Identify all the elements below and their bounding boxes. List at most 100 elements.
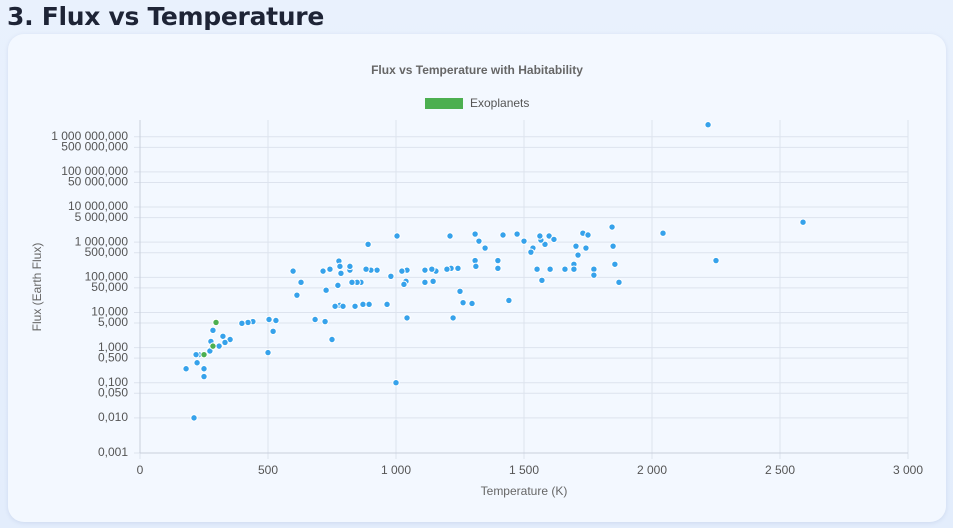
data-point [712,256,720,265]
data-point [387,272,395,280]
data-point [505,296,513,305]
data-point [799,218,807,226]
data-point [456,287,464,295]
y-tick-label: 0,010 [98,410,128,424]
data-point [322,286,330,294]
y-tick-label: 0,001 [98,445,128,459]
data-point [339,302,347,310]
y-tick-label: 10,000 [91,305,128,319]
data-point [609,242,617,250]
data-point [608,223,616,231]
data-point [319,267,327,275]
data-point [365,300,373,309]
x-tick-label: 2 000 [637,463,667,477]
x-tick-label: 1 000 [381,463,411,477]
y-tick-label: 5,000 [98,315,128,329]
data-point [403,314,411,322]
data-point [336,262,344,271]
x-tick-label: 500 [258,463,278,477]
data-point [200,350,208,359]
data-point [481,244,489,252]
data-point [200,365,208,373]
y-tick-label: 0,050 [98,385,128,399]
data-point [527,248,535,256]
data-point [221,338,229,347]
data-point [400,280,408,289]
data-point [321,317,329,326]
data-point [351,302,359,310]
data-point [193,359,201,367]
data-point [393,232,401,240]
data-point [293,291,301,299]
x-axis-label: Temperature (K) [481,484,568,498]
x-tick-label: 3 000 [893,463,923,477]
data-point [459,298,467,307]
data-point [421,278,429,287]
y-tick-label: 0,500 [98,350,128,364]
data-point [494,256,502,265]
data-point [383,300,391,309]
data-point [297,278,305,287]
data-point [337,269,345,278]
legend-label: Exoplanets [470,96,529,110]
data-point [538,276,546,285]
data-point [590,265,598,273]
data-point [200,372,208,381]
data-point [265,315,273,324]
y-axis-label: Flux (Earth Flux) [30,243,44,332]
data-point [520,237,528,245]
data-point [392,379,400,387]
x-tick-label: 2 500 [765,463,795,477]
chart-title: Flux vs Temperature with Habitability [371,63,583,77]
data-point [513,230,521,238]
data-point [545,232,553,240]
data-point [398,267,406,275]
data-point [550,235,558,244]
y-tick-label: 500,000 [85,245,129,259]
y-tick-label: 500 000,000 [61,140,128,154]
data-point [348,278,356,287]
data-point [561,265,569,273]
data-point [471,230,479,238]
y-tick-label: 50,000 [91,280,128,294]
y-tick-label: 100,000 [85,269,129,283]
data-point [590,271,598,279]
data-point [362,265,370,273]
data-point [182,365,190,373]
data-point [421,266,429,274]
data-point [346,262,354,271]
data-point [373,266,381,274]
data-point [428,265,436,273]
data-point [572,242,580,250]
data-point [659,229,667,237]
x-tick-label: 0 [137,463,144,477]
data-point [468,299,476,308]
data-point [533,265,541,273]
data-point [209,342,217,350]
y-tick-label: 10 000,000 [68,199,128,213]
data-point [311,315,319,324]
data-point [238,319,246,328]
data-point [190,414,198,422]
data-point [449,314,457,322]
data-point [219,332,227,340]
legend-swatch [425,98,463,109]
data-point [334,281,342,290]
data-point [472,262,480,271]
data-point [429,277,437,286]
y-tick-label: 50 000,000 [68,175,128,189]
y-tick-label: 1,000 [98,340,128,354]
data-point [475,237,483,245]
data-point [536,232,544,240]
data-point [215,342,223,350]
data-point [704,121,712,129]
data-point [212,318,220,327]
data-point [443,265,451,273]
data-point [615,278,623,287]
data-point [446,232,454,240]
data-point [328,335,336,344]
page-heading: 3. Flux vs Temperature [7,2,324,31]
y-tick-label: 100 000,000 [61,164,128,178]
data-point [570,265,578,273]
